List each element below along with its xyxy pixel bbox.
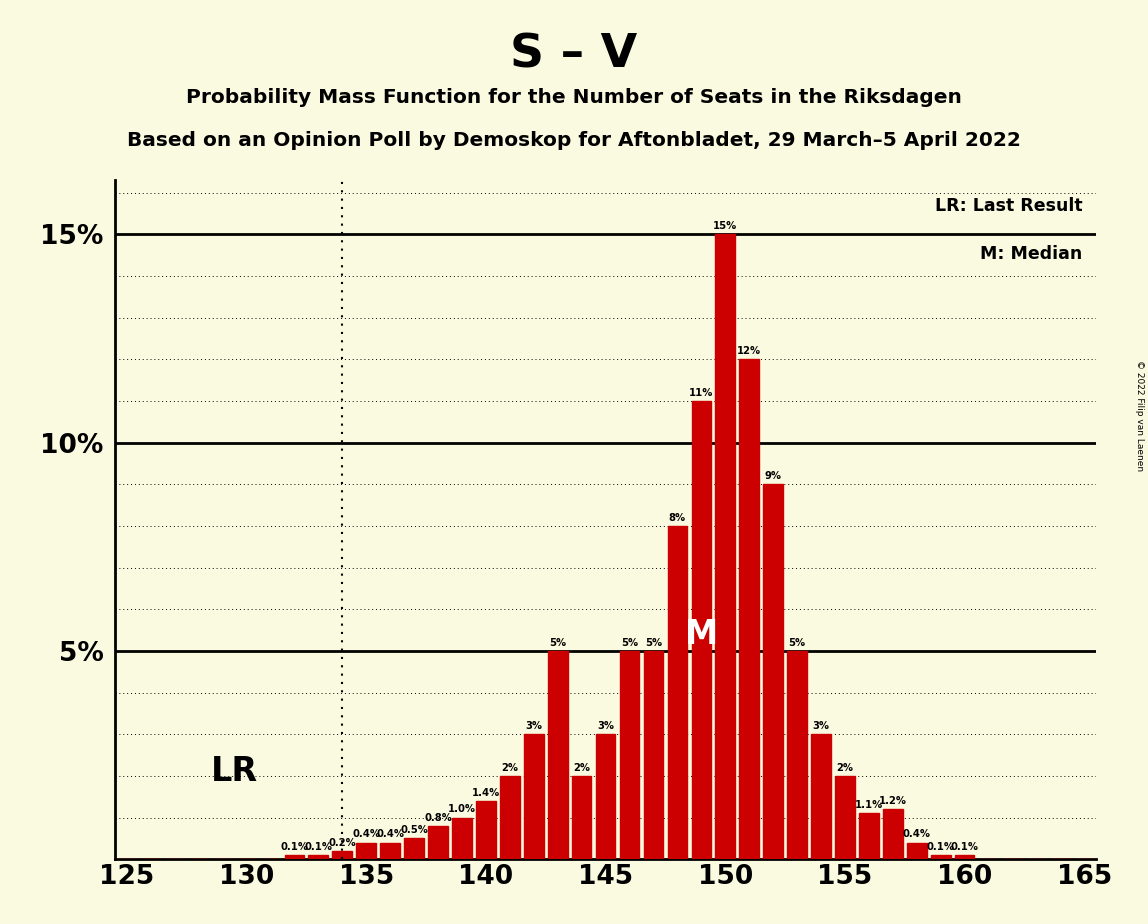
- Text: 0.4%: 0.4%: [352, 830, 380, 839]
- Text: 8%: 8%: [669, 513, 687, 523]
- Text: 15%: 15%: [713, 221, 737, 231]
- Text: 5%: 5%: [549, 638, 566, 648]
- Bar: [812, 735, 831, 859]
- Text: 0.1%: 0.1%: [926, 842, 955, 852]
- Bar: [596, 735, 615, 859]
- Bar: [452, 818, 472, 859]
- Text: 5%: 5%: [789, 638, 806, 648]
- Bar: [548, 651, 567, 859]
- Text: 0.1%: 0.1%: [280, 842, 309, 852]
- Text: 0.1%: 0.1%: [951, 842, 979, 852]
- Bar: [859, 813, 878, 859]
- Text: LR: Last Result: LR: Last Result: [934, 197, 1083, 215]
- Text: 0.1%: 0.1%: [304, 842, 332, 852]
- Bar: [501, 776, 520, 859]
- Text: 9%: 9%: [765, 471, 782, 481]
- Bar: [788, 651, 807, 859]
- Bar: [428, 826, 448, 859]
- Text: Based on an Opinion Poll by Demoskop for Aftonbladet, 29 March–5 April 2022: Based on an Opinion Poll by Demoskop for…: [127, 131, 1021, 151]
- Text: M: M: [684, 618, 718, 650]
- Text: 1.1%: 1.1%: [855, 800, 883, 810]
- Bar: [309, 855, 328, 859]
- Text: 2%: 2%: [502, 762, 518, 772]
- Text: LR: LR: [210, 755, 257, 788]
- Bar: [739, 359, 759, 859]
- Bar: [333, 851, 352, 859]
- Bar: [620, 651, 639, 859]
- Bar: [835, 776, 855, 859]
- Text: 0.5%: 0.5%: [401, 825, 428, 835]
- Bar: [285, 855, 304, 859]
- Bar: [404, 838, 424, 859]
- Text: 0.4%: 0.4%: [377, 830, 404, 839]
- Text: 1.0%: 1.0%: [448, 804, 476, 814]
- Bar: [955, 855, 975, 859]
- Text: © 2022 Filip van Laenen: © 2022 Filip van Laenen: [1135, 360, 1145, 471]
- Bar: [644, 651, 664, 859]
- Bar: [572, 776, 591, 859]
- Bar: [476, 801, 496, 859]
- Text: Probability Mass Function for the Number of Seats in the Riksdagen: Probability Mass Function for the Number…: [186, 88, 962, 107]
- Text: 1.4%: 1.4%: [472, 787, 501, 797]
- Bar: [763, 484, 783, 859]
- Bar: [380, 843, 400, 859]
- Text: 3%: 3%: [597, 721, 614, 731]
- Text: 0.8%: 0.8%: [424, 812, 452, 822]
- Bar: [931, 855, 951, 859]
- Bar: [668, 526, 688, 859]
- Text: 0.4%: 0.4%: [902, 830, 931, 839]
- Text: 5%: 5%: [621, 638, 638, 648]
- Text: 5%: 5%: [645, 638, 662, 648]
- Text: 3%: 3%: [813, 721, 830, 731]
- Text: S – V: S – V: [511, 32, 637, 78]
- Text: 0.2%: 0.2%: [328, 838, 356, 847]
- Bar: [691, 401, 711, 859]
- Bar: [523, 735, 543, 859]
- Text: 1.2%: 1.2%: [879, 796, 907, 806]
- Bar: [883, 809, 902, 859]
- Text: 2%: 2%: [837, 762, 853, 772]
- Bar: [356, 843, 377, 859]
- Text: 3%: 3%: [526, 721, 542, 731]
- Text: 11%: 11%: [689, 388, 714, 397]
- Text: 2%: 2%: [573, 762, 590, 772]
- Text: 12%: 12%: [737, 346, 761, 356]
- Bar: [715, 235, 735, 859]
- Bar: [907, 843, 926, 859]
- Text: M: Median: M: Median: [980, 245, 1083, 262]
